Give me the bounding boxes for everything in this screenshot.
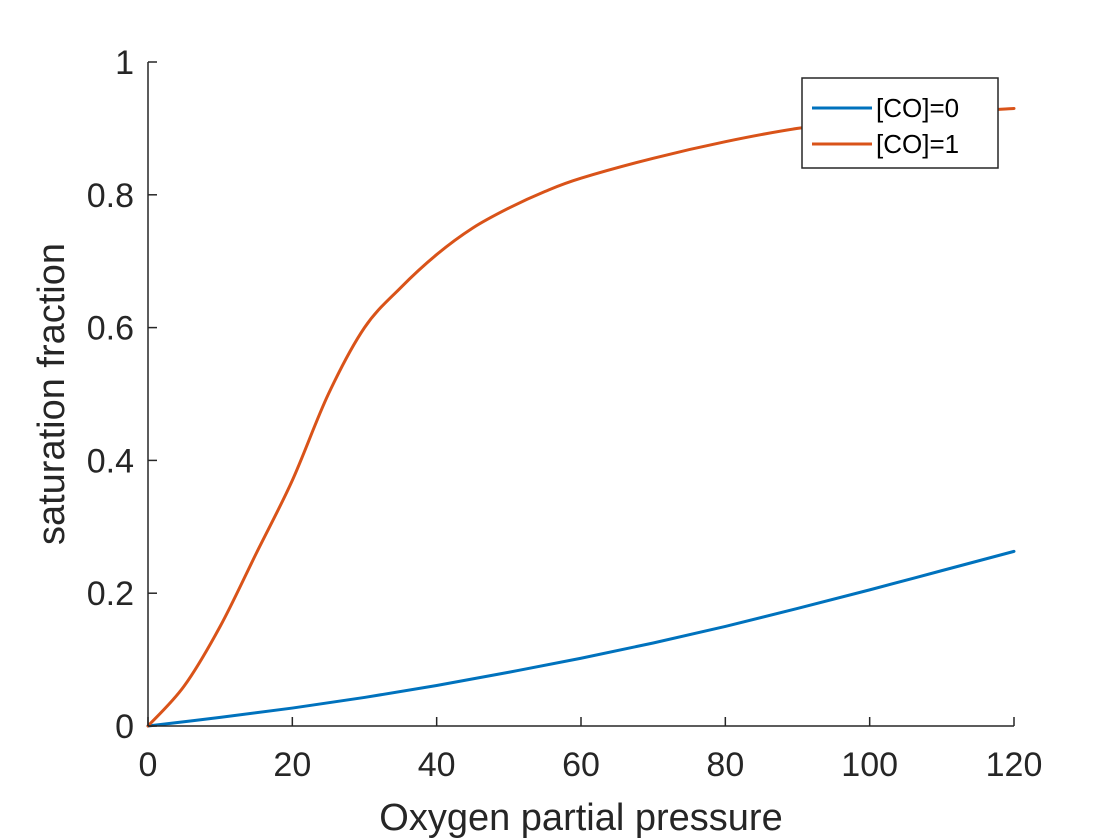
y-tick-label: 0.2 — [87, 575, 134, 613]
legend-box — [801, 77, 999, 169]
series-line-0 — [146, 549, 1016, 728]
x-tick-label: 60 — [562, 746, 600, 784]
legend-label-0: [CO]=0 — [876, 93, 959, 123]
x-tick-label: 100 — [841, 746, 898, 784]
x-tick-label: 120 — [986, 746, 1043, 784]
x-tick-label: 20 — [273, 746, 311, 784]
x-tick-label: 40 — [418, 746, 456, 784]
series-line-1 — [146, 106, 1016, 728]
x-tick-label: 0 — [139, 746, 158, 784]
y-tick-label: 0.6 — [87, 310, 134, 348]
y-tick-label: 1 — [115, 44, 134, 82]
y-axis-label: saturation fraction — [31, 243, 73, 545]
y-tick-label: 0.4 — [87, 442, 134, 480]
x-ticks: 0 20 40 60 80 100 120 — [139, 717, 1043, 784]
y-tick-label: 0.8 — [87, 177, 134, 215]
x-axis-label: Oxygen partial pressure — [379, 797, 782, 839]
x-tick-label: 80 — [706, 746, 744, 784]
series-layer — [146, 106, 1016, 728]
y-ticks: 0 0.2 0.4 0.6 0.8 1 — [87, 44, 157, 746]
legend-label-1: [CO]=1 — [876, 129, 959, 159]
legend: [CO]=0 [CO]=1 — [801, 77, 999, 169]
y-tick-label: 0 — [115, 708, 134, 746]
